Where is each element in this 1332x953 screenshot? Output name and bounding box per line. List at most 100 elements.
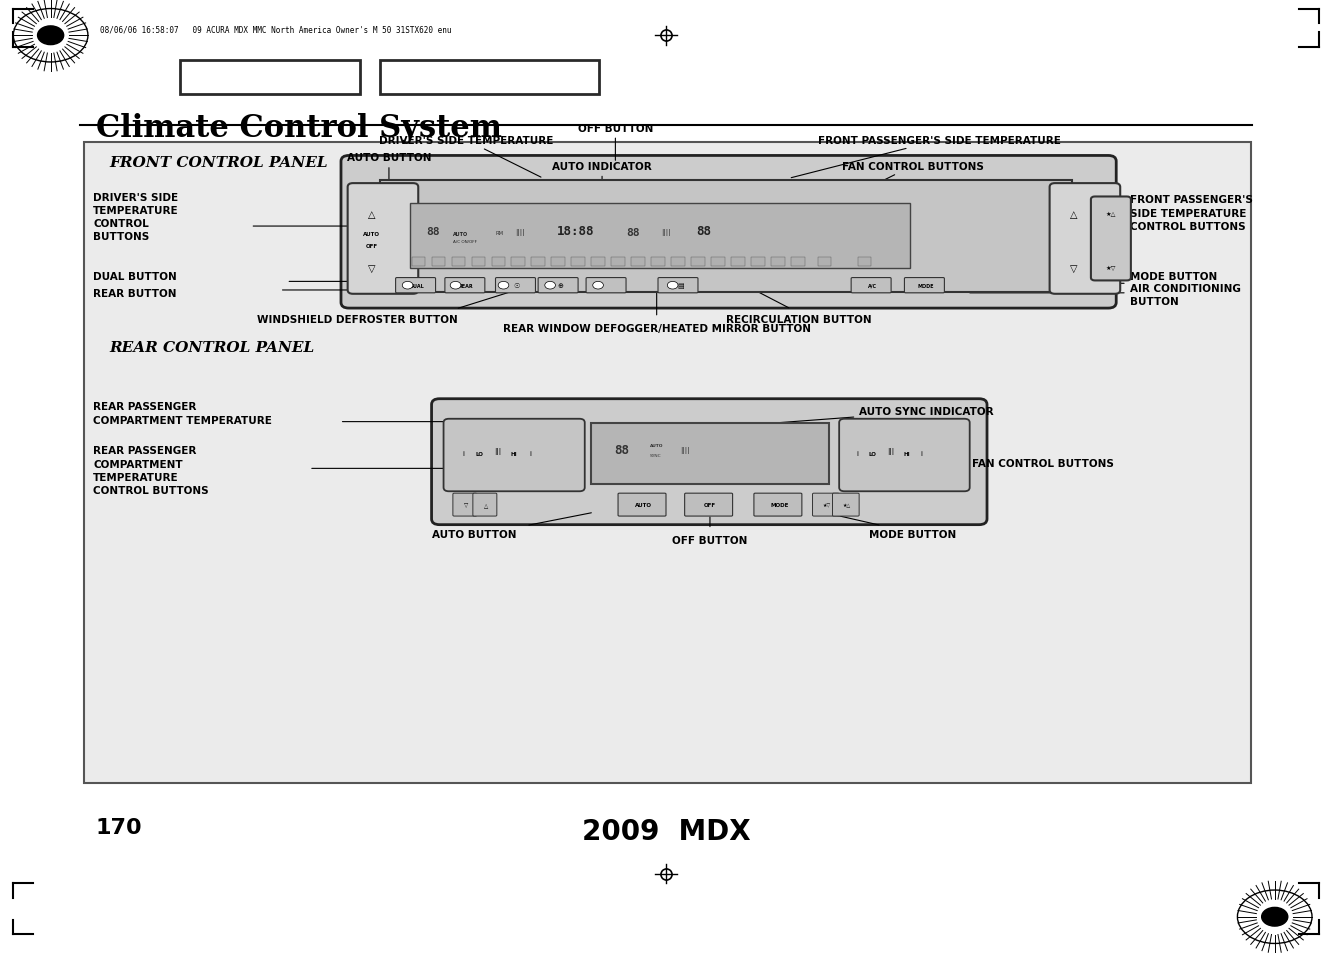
Text: AUTO: AUTO xyxy=(635,502,651,508)
Text: FAN CONTROL BUTTONS: FAN CONTROL BUTTONS xyxy=(842,162,984,198)
Text: MODE BUTTON: MODE BUTTON xyxy=(868,530,956,539)
Text: FRONT PASSENGER'S SIDE TEMPERATURE: FRONT PASSENGER'S SIDE TEMPERATURE xyxy=(791,136,1060,178)
FancyBboxPatch shape xyxy=(671,257,685,267)
FancyBboxPatch shape xyxy=(685,494,733,517)
Text: DRIVER'S SIDE TEMPERATURE: DRIVER'S SIDE TEMPERATURE xyxy=(380,136,553,178)
Text: ☉: ☉ xyxy=(514,283,519,289)
Text: RECIRCULATION BUTTON: RECIRCULATION BUTTON xyxy=(726,314,872,324)
Text: FAN CONTROL BUTTONS: FAN CONTROL BUTTONS xyxy=(972,458,1115,468)
FancyBboxPatch shape xyxy=(731,257,745,267)
FancyBboxPatch shape xyxy=(453,494,477,517)
FancyBboxPatch shape xyxy=(691,257,705,267)
Text: MODE BUTTON: MODE BUTTON xyxy=(1130,272,1217,281)
Text: OFF BUTTON: OFF BUTTON xyxy=(673,536,747,545)
FancyBboxPatch shape xyxy=(754,494,802,517)
FancyBboxPatch shape xyxy=(444,419,585,492)
Text: ⊕: ⊕ xyxy=(558,283,563,289)
Text: △: △ xyxy=(368,210,376,219)
Text: RM: RM xyxy=(496,231,503,236)
Text: AUTO BUTTON: AUTO BUTTON xyxy=(346,153,432,194)
Text: MODE: MODE xyxy=(918,283,934,289)
FancyBboxPatch shape xyxy=(839,419,970,492)
Circle shape xyxy=(667,282,678,290)
Text: REAR CONTROL PANEL: REAR CONTROL PANEL xyxy=(109,340,314,355)
Circle shape xyxy=(37,27,64,46)
Text: i: i xyxy=(856,451,859,456)
Text: LO: LO xyxy=(476,451,484,456)
FancyBboxPatch shape xyxy=(591,257,605,267)
Text: DUAL BUTTON: DUAL BUTTON xyxy=(93,272,177,281)
Text: i: i xyxy=(920,451,923,456)
Text: 88: 88 xyxy=(695,225,711,238)
Text: AIR CONDITIONING
BUTTON: AIR CONDITIONING BUTTON xyxy=(1130,284,1240,307)
FancyBboxPatch shape xyxy=(658,278,698,294)
Text: OFF: OFF xyxy=(703,502,717,508)
Text: WINDSHIELD DEFROSTER BUTTON: WINDSHIELD DEFROSTER BUTTON xyxy=(257,314,457,324)
Text: i: i xyxy=(529,451,531,456)
Text: OFF BUTTON: OFF BUTTON xyxy=(578,124,653,161)
Text: ||||: |||| xyxy=(679,446,690,454)
Text: AUTO INDICATOR: AUTO INDICATOR xyxy=(553,162,651,196)
FancyBboxPatch shape xyxy=(412,257,425,267)
Text: |||: ||| xyxy=(887,447,895,455)
Text: DUAL: DUAL xyxy=(409,283,425,289)
Text: AUTO BUTTON: AUTO BUTTON xyxy=(432,530,517,539)
Text: 18:88: 18:88 xyxy=(557,225,594,238)
Text: FRONT PASSENGER'S
SIDE TEMPERATURE
CONTROL BUTTONS: FRONT PASSENGER'S SIDE TEMPERATURE CONTR… xyxy=(1130,195,1252,232)
Text: HI: HI xyxy=(904,451,910,456)
FancyBboxPatch shape xyxy=(751,257,765,267)
FancyBboxPatch shape xyxy=(586,278,626,294)
Text: ||||: |||| xyxy=(514,229,525,236)
Text: FRONT CONTROL PANEL: FRONT CONTROL PANEL xyxy=(109,156,328,171)
Circle shape xyxy=(545,282,555,290)
Text: MODE: MODE xyxy=(770,502,789,508)
Text: REAR PASSENGER
COMPARTMENT
TEMPERATURE
CONTROL BUTTONS: REAR PASSENGER COMPARTMENT TEMPERATURE C… xyxy=(93,446,209,496)
FancyBboxPatch shape xyxy=(538,278,578,294)
Text: AUTO SYNC INDICATOR: AUTO SYNC INDICATOR xyxy=(859,407,994,416)
Text: 2009  MDX: 2009 MDX xyxy=(582,817,750,844)
FancyBboxPatch shape xyxy=(904,278,944,294)
FancyBboxPatch shape xyxy=(818,257,831,267)
FancyBboxPatch shape xyxy=(492,257,505,267)
FancyBboxPatch shape xyxy=(1091,197,1131,281)
FancyBboxPatch shape xyxy=(1050,184,1120,294)
Text: A/C ON/OFF: A/C ON/OFF xyxy=(453,240,477,244)
FancyBboxPatch shape xyxy=(380,61,599,95)
Circle shape xyxy=(498,282,509,290)
Text: HI: HI xyxy=(511,451,517,456)
FancyBboxPatch shape xyxy=(531,257,545,267)
FancyBboxPatch shape xyxy=(473,494,497,517)
FancyBboxPatch shape xyxy=(452,257,465,267)
FancyBboxPatch shape xyxy=(651,257,665,267)
Circle shape xyxy=(402,282,413,290)
Text: LO: LO xyxy=(868,451,876,456)
FancyBboxPatch shape xyxy=(410,204,910,269)
Text: ||||: |||| xyxy=(661,229,671,236)
FancyBboxPatch shape xyxy=(791,257,805,267)
Text: ▽: ▽ xyxy=(368,264,376,274)
Text: △: △ xyxy=(484,502,489,508)
FancyBboxPatch shape xyxy=(813,494,839,517)
Text: REAR BUTTON: REAR BUTTON xyxy=(93,289,177,298)
Text: OFF: OFF xyxy=(365,243,378,249)
Text: ★▽: ★▽ xyxy=(1106,266,1116,272)
FancyBboxPatch shape xyxy=(551,257,565,267)
FancyBboxPatch shape xyxy=(84,143,1251,783)
FancyBboxPatch shape xyxy=(858,257,871,267)
FancyBboxPatch shape xyxy=(396,278,436,294)
Text: AUTO: AUTO xyxy=(453,232,468,236)
FancyBboxPatch shape xyxy=(571,257,585,267)
Text: ★△: ★△ xyxy=(1106,212,1116,217)
Circle shape xyxy=(593,282,603,290)
Text: 170: 170 xyxy=(96,817,143,837)
FancyBboxPatch shape xyxy=(771,257,785,267)
Text: Climate Control System: Climate Control System xyxy=(96,112,502,143)
FancyBboxPatch shape xyxy=(348,184,418,294)
FancyBboxPatch shape xyxy=(851,278,891,294)
Text: A/C: A/C xyxy=(868,283,876,289)
FancyBboxPatch shape xyxy=(180,61,360,95)
Text: 88: 88 xyxy=(626,228,639,237)
Text: ★▽: ★▽ xyxy=(823,502,831,508)
Circle shape xyxy=(1261,907,1288,926)
FancyBboxPatch shape xyxy=(631,257,645,267)
